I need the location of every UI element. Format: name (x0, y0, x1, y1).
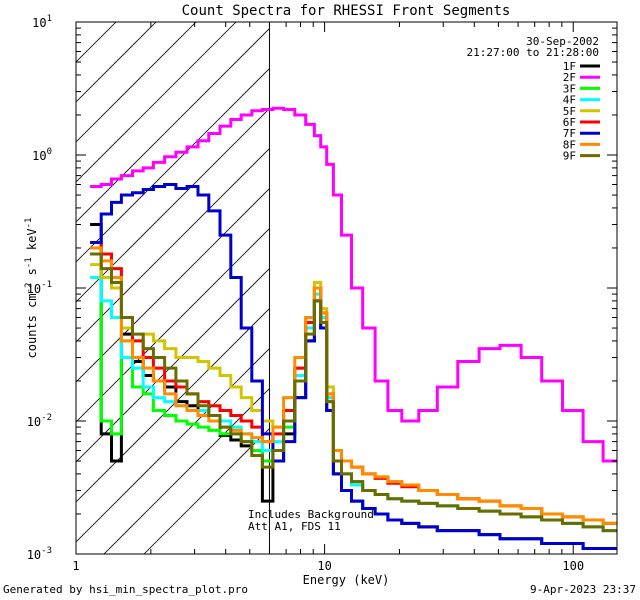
y-axis-label: counts cm-2 s-1 keV-1 (24, 218, 39, 359)
x-axis-tick-labels: 1 10 100 (72, 559, 584, 573)
series-8F (90, 246, 617, 525)
hatch-line (103, 388, 270, 554)
hatch-line (76, 348, 270, 543)
legend-label-6F: 6F (563, 116, 576, 129)
annotation-attenuator: Att A1, FDS 11 (248, 520, 341, 533)
hatch-line (76, 22, 117, 63)
hatch-line (143, 428, 270, 554)
series-9F (90, 252, 617, 533)
legend-label-7F: 7F (563, 127, 576, 140)
series-group (90, 106, 617, 550)
legend-label-8F: 8F (563, 138, 576, 151)
legend-label-1F: 1F (563, 60, 576, 73)
hatch-line (76, 68, 270, 263)
legend-label-4F: 4F (563, 94, 576, 107)
x-axis-label: Energy (keV) (303, 573, 390, 587)
legend-label-3F: 3F (563, 82, 576, 95)
footer-date-stamp: 9-Apr-2023 23:37 (530, 583, 636, 596)
footer-generated-by: Generated by hsi_min_spectra_plot.pro (3, 583, 248, 596)
x-tick-label: 1 (72, 559, 79, 573)
y-tick-label: 101 (32, 14, 52, 30)
y-tick-label: 10-3 (27, 546, 52, 562)
hatch-line (76, 22, 157, 103)
annotation-background: Includes Background (248, 508, 374, 521)
hatch-line (76, 22, 237, 183)
legend-label-5F: 5F (563, 105, 576, 118)
y-axis-ticks (76, 21, 617, 555)
series-4F (90, 276, 617, 533)
hatch-line (76, 228, 270, 423)
chart-title: Count Spectra for RHESSI Front Segments (182, 3, 511, 19)
observation-time-range: 21:27:00 to 21:28:00 (467, 46, 599, 59)
x-tick-label: 10 (317, 559, 331, 573)
series-2F (90, 106, 617, 463)
legend-label-2F: 2F (563, 71, 576, 84)
hatched-region (76, 22, 270, 554)
hatch-line (76, 268, 270, 463)
x-tick-label: 100 (562, 559, 584, 573)
hatch-line (76, 188, 270, 383)
y-axis-tick-labels: 10-3 10-2 10-1 100 101 (27, 14, 52, 562)
hatch-line (76, 308, 270, 503)
y-tick-label: 10-2 (27, 413, 52, 429)
hatch-line (76, 148, 270, 343)
hatch-line (76, 22, 197, 143)
hatch-line (76, 108, 270, 303)
x-axis-ticks (75, 22, 574, 554)
legend-label-9F: 9F (563, 150, 576, 163)
y-tick-label: 100 (32, 147, 52, 163)
observation-date: 30-Sep-2002 (526, 35, 599, 48)
hatch-line (76, 28, 270, 223)
y-tick-label: 10-1 (27, 280, 52, 296)
series-7F (90, 183, 617, 550)
